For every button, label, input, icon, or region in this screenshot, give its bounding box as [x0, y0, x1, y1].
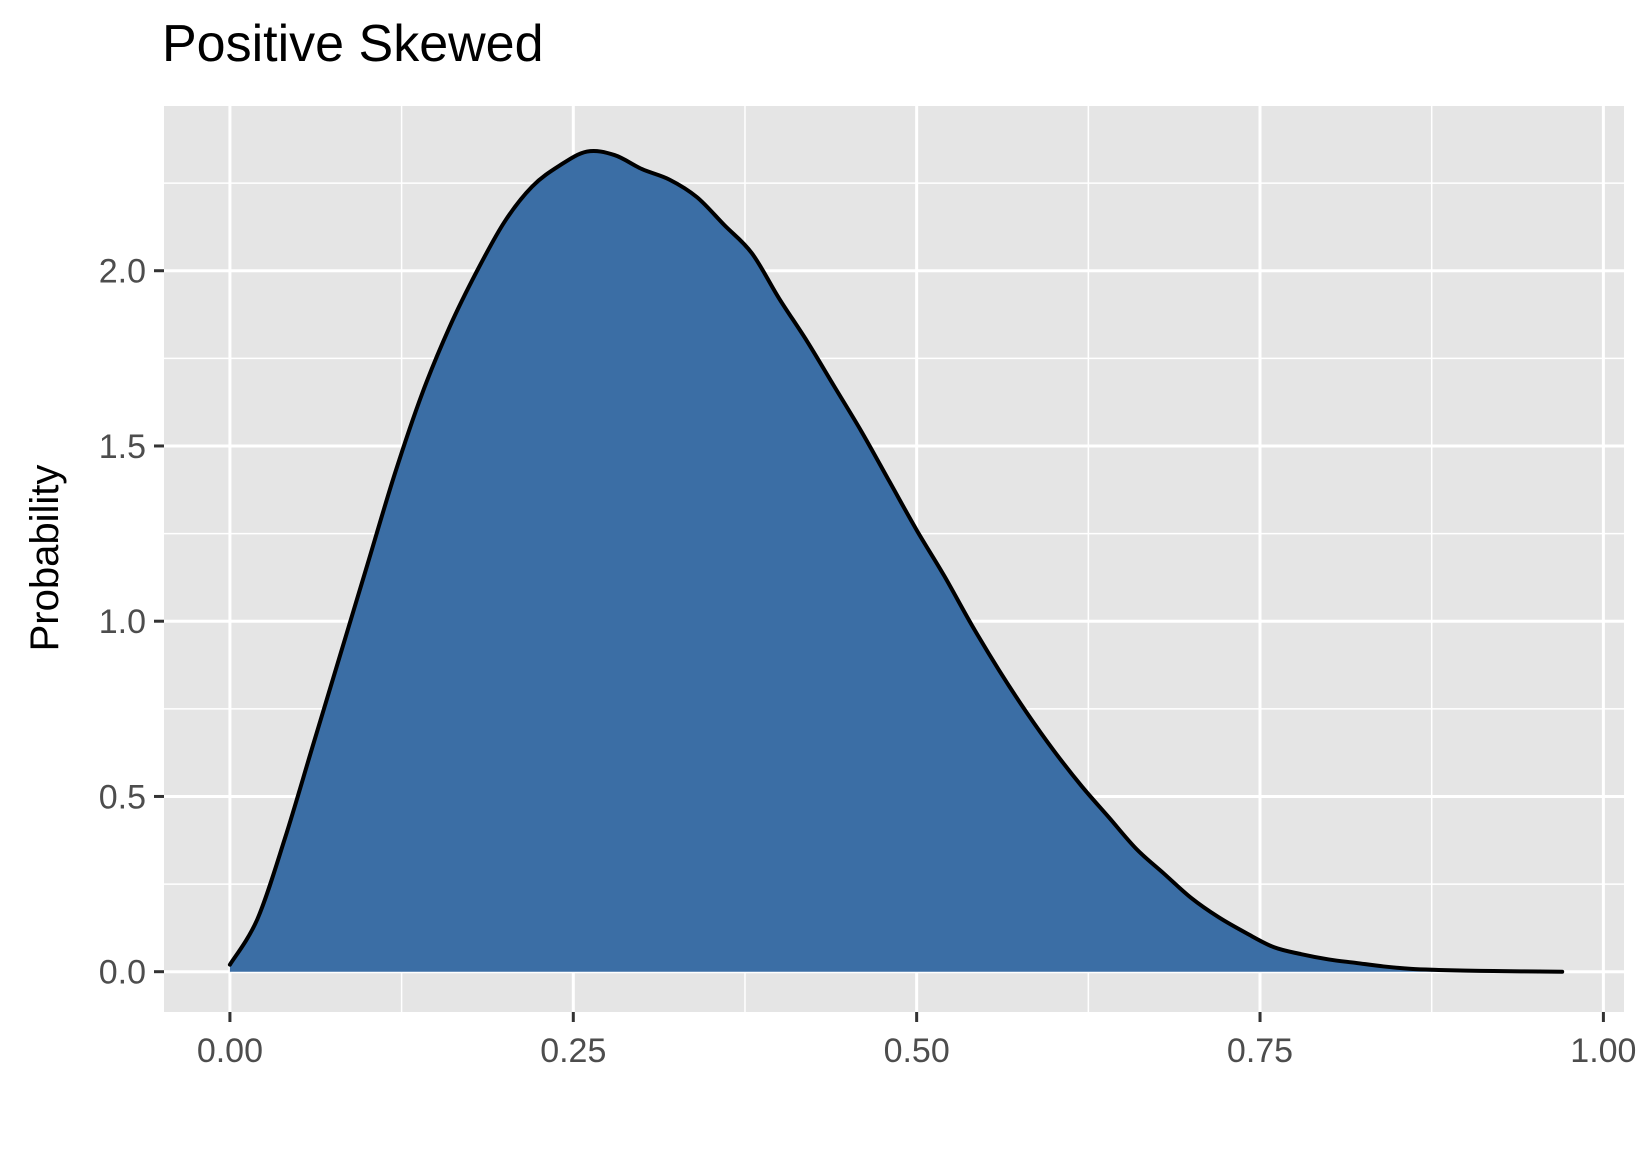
- x-tick-label: 0.50: [884, 1032, 950, 1070]
- density-line: [227, 148, 1565, 974]
- y-tick-label: 2.0: [99, 253, 146, 291]
- x-tick-label: 0.75: [1227, 1032, 1293, 1070]
- y-axis: 0.0 0.5 1.0 1.5 2.0: [99, 253, 164, 992]
- density-area: [229, 150, 1563, 972]
- y-tick-label: 1.0: [99, 603, 146, 641]
- y-tick-label: 0.5: [99, 778, 146, 816]
- x-tick-label: 0.00: [197, 1032, 263, 1070]
- y-axis-title: Probability: [23, 465, 67, 652]
- chart-title: Positive Skewed: [162, 15, 544, 73]
- y-tick-label: 1.5: [99, 428, 146, 466]
- y-tick-label: 0.0: [99, 954, 146, 992]
- x-tick-label: 0.25: [540, 1032, 606, 1070]
- x-axis: 0.00 0.25 0.50 0.75 1.00: [197, 1012, 1636, 1070]
- x-tick-label: 1.00: [1570, 1032, 1636, 1070]
